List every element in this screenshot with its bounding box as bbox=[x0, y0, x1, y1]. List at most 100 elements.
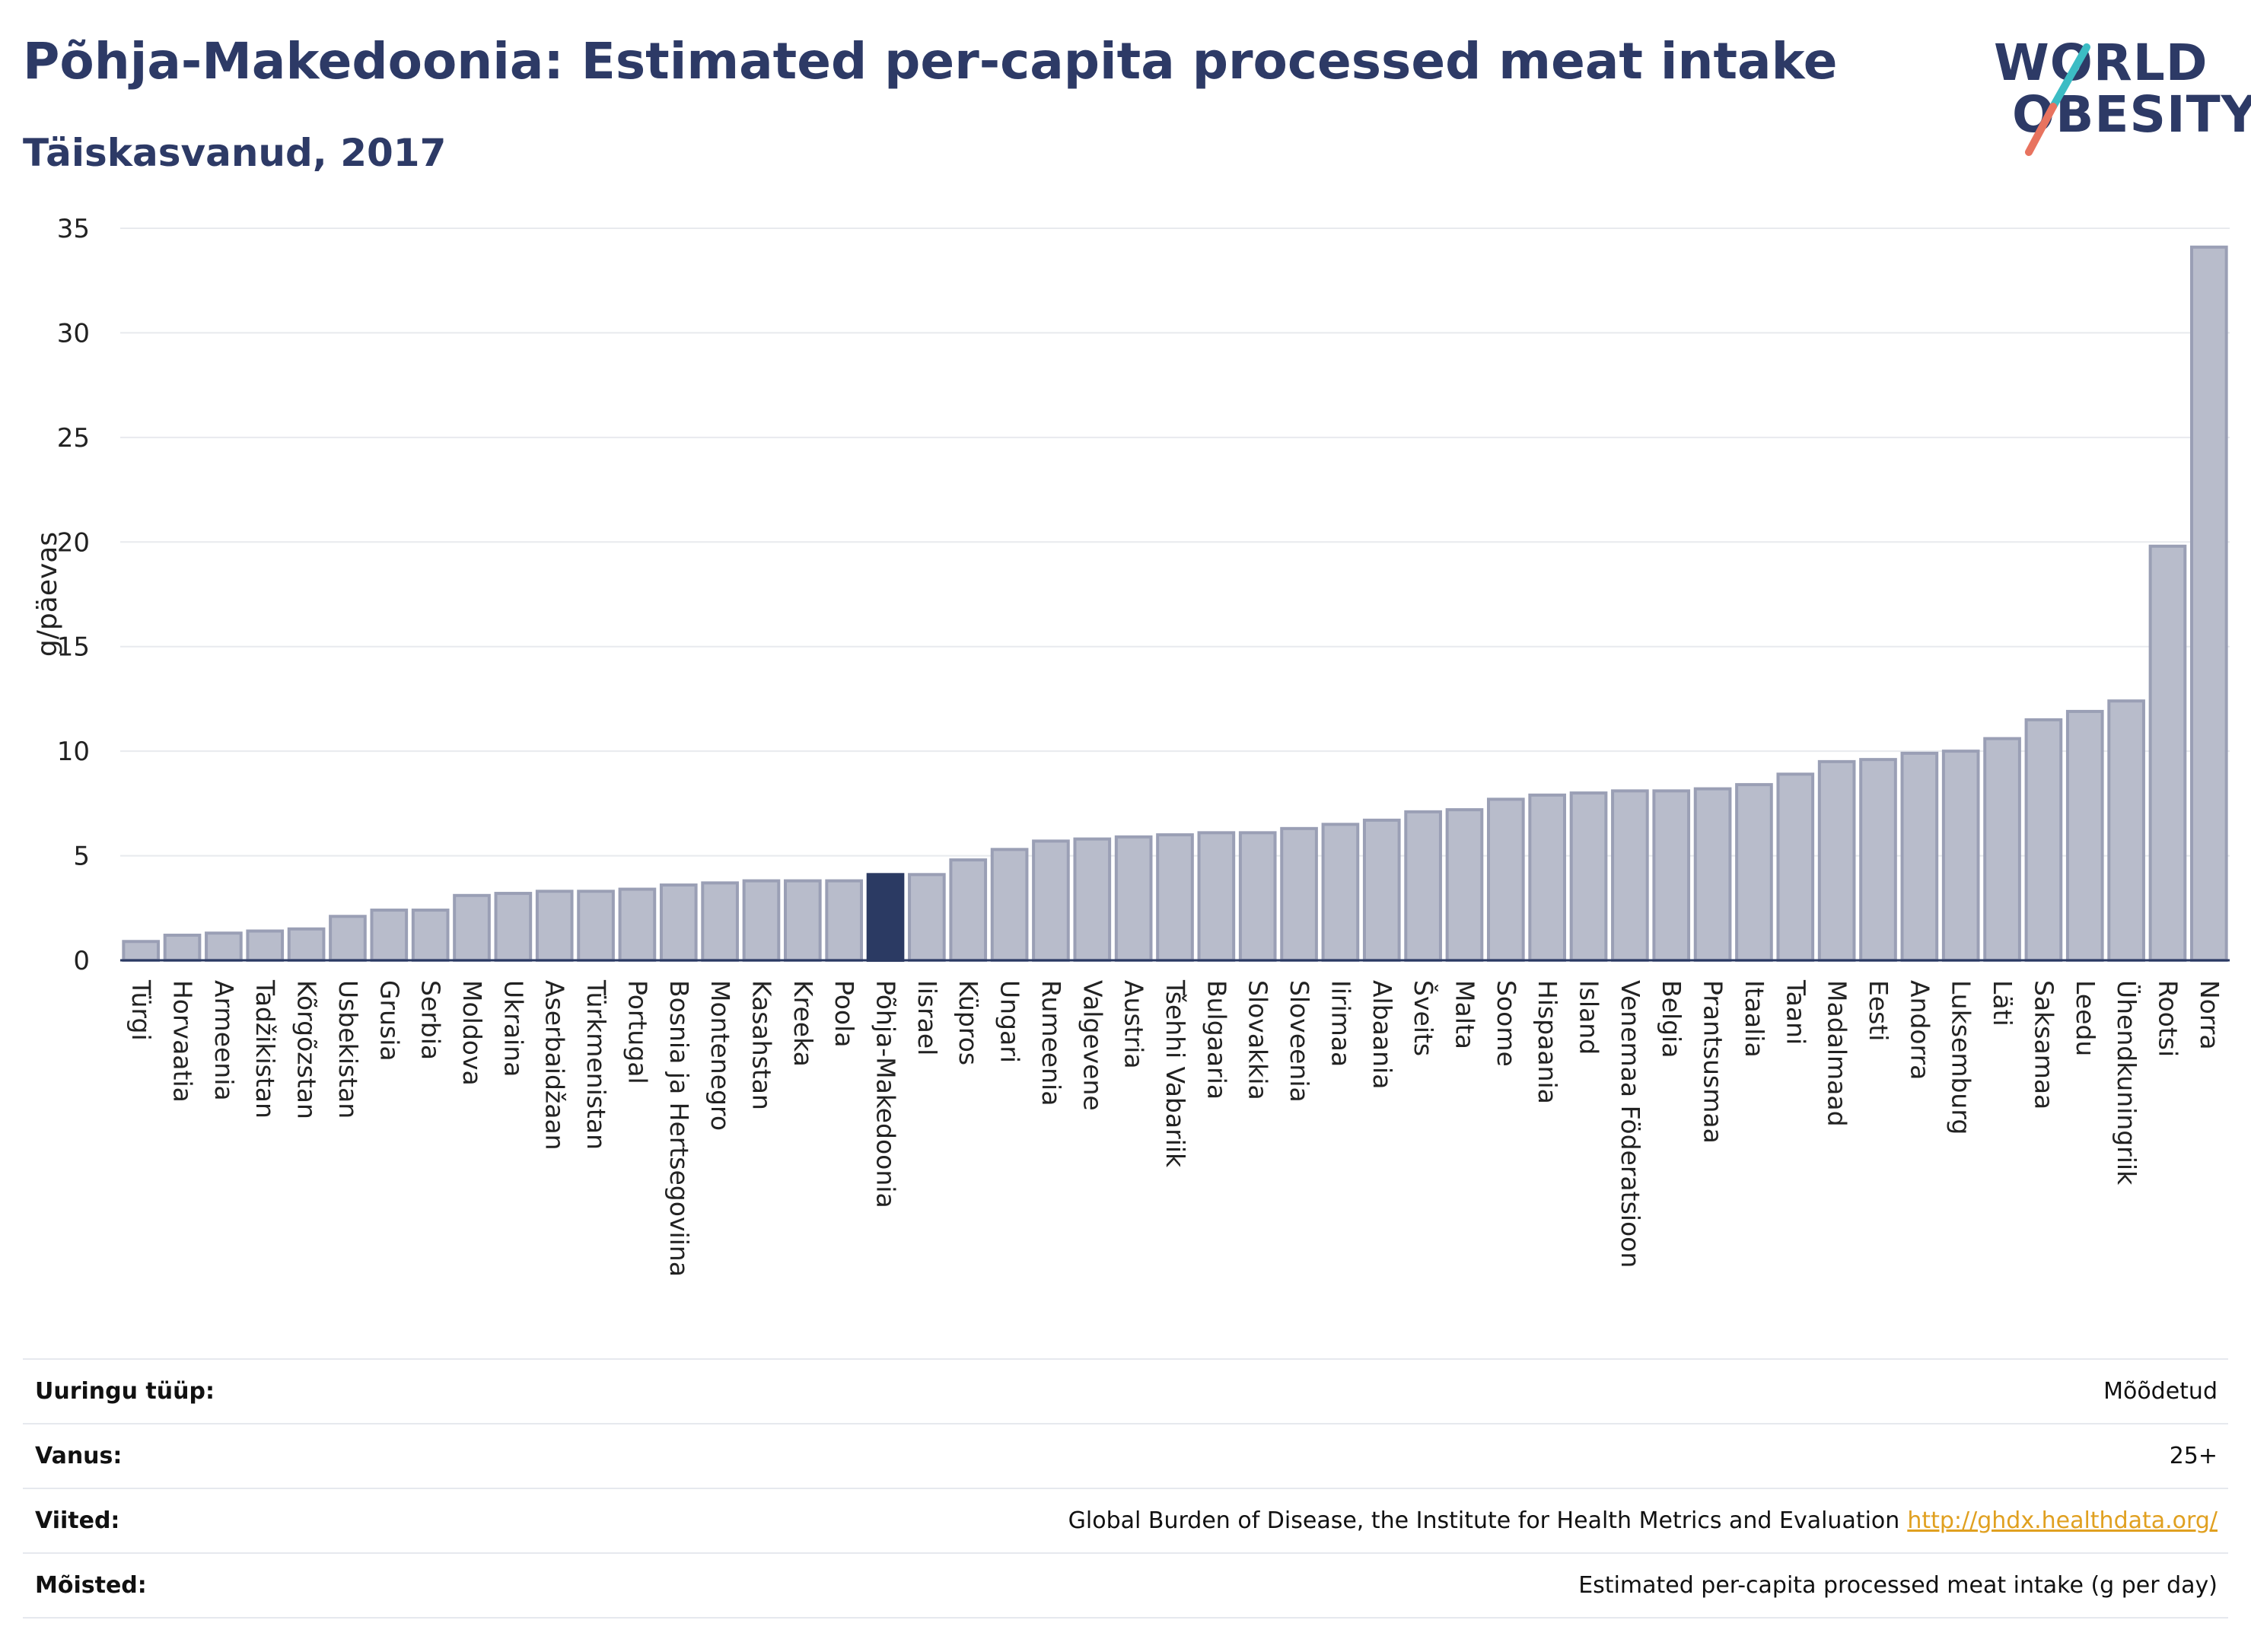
x-tick-label: Kõrgõzstan bbox=[292, 980, 322, 1119]
x-tick-label: Usbekistan bbox=[333, 980, 363, 1119]
bar-belgia[interactable] bbox=[1652, 789, 1691, 963]
x-tick-label: Itaalia bbox=[1740, 980, 1769, 1058]
y-tick-label: 0 bbox=[73, 946, 90, 976]
bar-leedu[interactable] bbox=[2065, 709, 2104, 962]
x-tick-label: Tšehhi Vabariik bbox=[1161, 979, 1190, 1168]
y-tick-label: 15 bbox=[57, 632, 90, 663]
bar-iisrael[interactable] bbox=[908, 873, 946, 963]
info-key: Viited: bbox=[35, 1507, 120, 1534]
info-row-survey-type: Uuringu tüüp: Mõõdetud bbox=[23, 1358, 2228, 1423]
bar-grusia[interactable] bbox=[370, 909, 409, 963]
bar-aserbaidžaan[interactable] bbox=[535, 890, 574, 962]
bars bbox=[122, 245, 2228, 963]
bar-malta[interactable] bbox=[1445, 808, 1484, 963]
x-tick-label: Läti bbox=[1988, 980, 2017, 1027]
x-tick-label: Rumeenia bbox=[1036, 980, 1066, 1106]
bar-rumeenia[interactable] bbox=[1032, 839, 1070, 962]
bar-türgi[interactable] bbox=[122, 940, 161, 962]
page-subtitle: Täiskasvanud, 2017 bbox=[23, 131, 447, 175]
bar-valgevene[interactable] bbox=[1073, 837, 1112, 963]
bar-madalmaad[interactable] bbox=[1817, 759, 1856, 963]
bar-slovakkia[interactable] bbox=[1238, 831, 1277, 963]
x-tick-label: Hispaania bbox=[1533, 980, 1562, 1104]
x-tick-label: Põhja-Makedoonia bbox=[871, 980, 901, 1208]
bar-moldova[interactable] bbox=[453, 893, 491, 963]
x-tick-label: Venemaa Föderatsioon bbox=[1616, 980, 1645, 1268]
y-tick-label: 25 bbox=[57, 423, 90, 454]
bar-horvaatia[interactable] bbox=[163, 934, 202, 962]
info-value: Estimated per-capita processed meat inta… bbox=[1578, 1572, 2218, 1599]
bar-itaalia[interactable] bbox=[1735, 783, 1773, 962]
x-tick-label: Valgevene bbox=[1078, 980, 1107, 1111]
bar-kasahstan[interactable] bbox=[742, 879, 781, 963]
x-tick-label: Türgi bbox=[126, 979, 156, 1041]
bar-põhja-makedoonia[interactable] bbox=[866, 873, 905, 963]
bar-ukraina[interactable] bbox=[494, 892, 533, 962]
x-tick-label: Serbia bbox=[416, 980, 446, 1060]
x-tick-label: Andorra bbox=[1905, 980, 1934, 1080]
bar-sloveenia[interactable] bbox=[1280, 826, 1318, 962]
bar-ungari[interactable] bbox=[990, 848, 1029, 962]
bar-albaania[interactable] bbox=[1362, 818, 1401, 962]
y-axis-title: g/päevas bbox=[32, 532, 63, 657]
x-tick-label: Küpros bbox=[954, 980, 983, 1065]
bar-tadžikistan[interactable] bbox=[246, 929, 285, 963]
info-row-definitions: Mõisted: Estimated per-capita processed … bbox=[23, 1552, 2228, 1619]
bar-küpros[interactable] bbox=[949, 858, 988, 963]
bar-šveits[interactable] bbox=[1404, 810, 1442, 963]
bar-ühendkuningriik[interactable] bbox=[2107, 699, 2145, 962]
bar-prantsusmaa[interactable] bbox=[1693, 787, 1732, 963]
bar-poola[interactable] bbox=[825, 879, 864, 963]
x-tick-label: Kreeka bbox=[788, 980, 818, 1067]
bar-läti[interactable] bbox=[1983, 737, 2021, 962]
x-tick-label: Taani bbox=[1781, 979, 1810, 1045]
x-tick-label: Tadžikistan bbox=[250, 979, 280, 1119]
bar-island[interactable] bbox=[1569, 791, 1608, 962]
bar-soome[interactable] bbox=[1486, 797, 1525, 962]
page-title: Põhja-Makedoonia: Estimated per-capita p… bbox=[23, 32, 1838, 91]
info-value: Global Burden of Disease, the Institute … bbox=[1068, 1507, 2218, 1534]
info-row-references: Viited: Global Burden of Disease, the In… bbox=[23, 1488, 2228, 1552]
x-tick-label: Kasahstan bbox=[747, 980, 776, 1110]
x-tick-label: Aserbaidžaan bbox=[540, 980, 570, 1151]
x-tick-label: Ukraina bbox=[498, 980, 528, 1077]
bar-venemaa-föderatsioon[interactable] bbox=[1611, 789, 1649, 963]
y-tick-label: 20 bbox=[57, 527, 90, 558]
x-tick-label: Rootsi bbox=[2153, 980, 2183, 1057]
bar-portugal[interactable] bbox=[618, 887, 657, 963]
bar-luksemburg[interactable] bbox=[1941, 750, 1980, 963]
bar-türkmenistan[interactable] bbox=[577, 890, 615, 962]
bar-hispaania[interactable] bbox=[1528, 793, 1567, 963]
x-tick-label: Soome bbox=[1492, 980, 1521, 1067]
bar-norra[interactable] bbox=[2189, 245, 2228, 963]
bar-saksamaa[interactable] bbox=[2024, 718, 2063, 963]
y-tick-label: 10 bbox=[57, 737, 90, 767]
bar-taani[interactable] bbox=[1776, 772, 1815, 962]
bar-rootsi[interactable] bbox=[2148, 544, 2187, 962]
bar-tšehhi-vabariik[interactable] bbox=[1156, 833, 1194, 962]
world-obesity-logo[interactable]: WORLD OBESITY bbox=[1979, 30, 2251, 167]
bar-armeenia[interactable] bbox=[205, 931, 243, 962]
bar-kreeka[interactable] bbox=[783, 879, 822, 963]
reference-link[interactable]: http://ghdx.healthdata.org/ bbox=[1907, 1507, 2218, 1534]
x-tick-label: Armeenia bbox=[209, 980, 239, 1101]
info-row-age: Vanus: 25+ bbox=[23, 1423, 2228, 1488]
x-tick-label: Moldova bbox=[457, 980, 487, 1086]
x-tick-label: Belgia bbox=[1657, 980, 1686, 1058]
reference-text: Global Burden of Disease, the Institute … bbox=[1068, 1507, 1900, 1534]
bar-bosnia-ja-hertsegoviina[interactable] bbox=[659, 883, 698, 962]
bar-montenegro[interactable] bbox=[701, 881, 739, 962]
bar-bulgaaria[interactable] bbox=[1197, 831, 1236, 963]
bar-usbekistan[interactable] bbox=[329, 915, 367, 963]
x-tick-label: Island bbox=[1574, 980, 1604, 1055]
bar-andorra[interactable] bbox=[1900, 751, 1939, 962]
bar-serbia[interactable] bbox=[411, 909, 450, 963]
bar-kõrgõzstan[interactable] bbox=[287, 927, 326, 963]
bar-austria[interactable] bbox=[1114, 835, 1153, 962]
x-tick-label: Bosnia ja Hertsegoviina bbox=[664, 980, 694, 1277]
bar-eesti[interactable] bbox=[1859, 758, 1897, 962]
x-tick-label: Bulgaaria bbox=[1202, 980, 1231, 1100]
x-tick-label: Ungari bbox=[995, 980, 1025, 1063]
y-axis-ticks: 0 5 10 15 20 25 30 35 bbox=[57, 214, 90, 976]
bar-iirimaa[interactable] bbox=[1321, 823, 1360, 963]
